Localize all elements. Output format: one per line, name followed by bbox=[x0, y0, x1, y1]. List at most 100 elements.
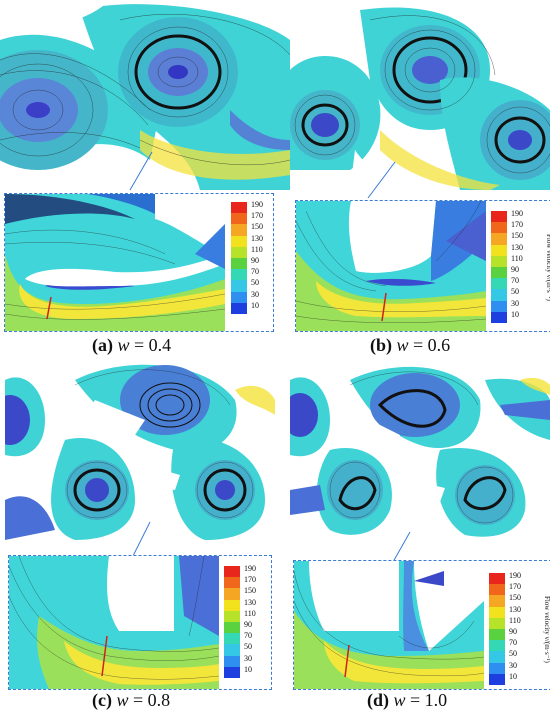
legend-tick-label: 150 bbox=[244, 586, 256, 596]
legend-tick-label: 190 bbox=[244, 564, 256, 573]
legend-swatch bbox=[491, 233, 507, 245]
legend-swatch bbox=[489, 628, 505, 641]
legend-colorbar bbox=[489, 573, 505, 685]
flow-field-d bbox=[290, 360, 550, 550]
legend-tick-label: 90 bbox=[244, 620, 252, 630]
legend-colorbar bbox=[231, 202, 247, 314]
legend-ticks: 190 170 150 130 110 90 70 50 30 10 bbox=[509, 570, 521, 682]
legend-tick-label: 170 bbox=[511, 220, 523, 230]
legend-swatch bbox=[489, 640, 505, 652]
legend-tick-label: 190 bbox=[509, 571, 521, 580]
legend-swatch bbox=[224, 577, 240, 589]
legend-tick-label: 70 bbox=[511, 276, 519, 286]
legend-swatch bbox=[489, 573, 505, 585]
legend-swatch bbox=[491, 300, 507, 312]
legend-tick-label: 30 bbox=[244, 653, 252, 663]
caption-label: (a) bbox=[92, 335, 113, 355]
caption-b: (b) w = 0.6 bbox=[370, 335, 450, 356]
caption-value: = 0.4 bbox=[129, 335, 172, 355]
caption-a: (a) w = 0.4 bbox=[92, 335, 171, 356]
legend-tick-label: 150 bbox=[509, 593, 521, 603]
legend-tick-label: 50 bbox=[511, 287, 519, 297]
legend-swatch bbox=[491, 255, 507, 267]
zoom-connector-b bbox=[367, 161, 396, 199]
zoom-inset-d: 190 170 150 130 110 90 70 50 30 10 Flow velocity … bbox=[293, 560, 550, 690]
legend-swatch bbox=[489, 595, 505, 607]
caption-variable: w bbox=[396, 335, 409, 355]
legend-swatch bbox=[224, 588, 240, 600]
legend-tick-label: 10 bbox=[244, 664, 252, 674]
zoom-connector-d bbox=[392, 531, 411, 563]
legend-colorbar bbox=[491, 211, 507, 323]
legend-tick-label: 150 bbox=[251, 222, 263, 232]
flow-field-a bbox=[0, 0, 290, 190]
legend-tick-label: 110 bbox=[511, 253, 523, 263]
panel-d: 190 170 150 130 110 90 70 50 30 10 Flow velocity … bbox=[275, 360, 550, 713]
legend-ticks: 190 170 150 130 110 90 70 50 30 10 bbox=[251, 199, 263, 311]
legend-tick-label: 90 bbox=[251, 256, 259, 266]
legend-swatch bbox=[224, 655, 240, 667]
legend-tick-label: 170 bbox=[509, 582, 521, 592]
legend-ticks: 190 170 150 130 110 90 70 50 30 10 bbox=[244, 563, 256, 675]
legend-tick-label: 90 bbox=[511, 265, 519, 275]
legend-swatch bbox=[489, 584, 505, 596]
zoom-connector-a bbox=[129, 151, 153, 191]
legend-swatch bbox=[231, 224, 247, 236]
legend-swatch bbox=[231, 213, 247, 225]
legend-swatch bbox=[231, 235, 247, 247]
caption-value: = 0.6 bbox=[408, 335, 451, 355]
legend-swatch bbox=[489, 651, 505, 663]
legend-swatch bbox=[231, 246, 247, 258]
legend-swatch bbox=[491, 289, 507, 301]
legend-title: Flow velocity v/(m·s⁻¹) bbox=[545, 233, 550, 301]
legend-swatch bbox=[491, 211, 507, 223]
caption-value: = 0.8 bbox=[128, 690, 171, 710]
legend-tick-label: 110 bbox=[509, 615, 521, 625]
flow-field-b bbox=[290, 0, 550, 190]
caption-c: (c) w = 0.8 bbox=[92, 690, 170, 711]
velocity-legend-d: 190 170 150 130 110 90 70 50 30 10 Flow velocity … bbox=[489, 570, 550, 688]
caption-value: = 1.0 bbox=[405, 690, 448, 710]
legend-swatch bbox=[491, 311, 507, 323]
legend-swatch bbox=[491, 222, 507, 234]
legend-swatch bbox=[231, 269, 247, 281]
legend-tick-label: 50 bbox=[244, 642, 252, 652]
legend-tick-label: 70 bbox=[244, 631, 252, 641]
legend-swatch bbox=[224, 610, 240, 622]
legend-swatch bbox=[224, 621, 240, 634]
legend-swatch bbox=[231, 302, 247, 314]
legend-tick-label: 30 bbox=[251, 289, 259, 299]
legend-colorbar bbox=[224, 566, 240, 678]
legend-tick-label: 190 bbox=[251, 200, 263, 209]
legend-tick-label: 170 bbox=[244, 575, 256, 585]
legend-swatch bbox=[224, 566, 240, 578]
legend-tick-label: 70 bbox=[251, 267, 259, 277]
legend-tick-label: 130 bbox=[251, 233, 263, 243]
caption-label: (d) bbox=[367, 690, 389, 710]
legend-tick-label: 190 bbox=[511, 209, 523, 218]
legend-tick-label: 90 bbox=[509, 627, 517, 637]
caption-label: (b) bbox=[370, 335, 392, 355]
caption-label: (c) bbox=[92, 690, 112, 710]
legend-swatch bbox=[224, 633, 240, 645]
legend-tick-label: 150 bbox=[511, 231, 523, 241]
legend-swatch bbox=[489, 662, 505, 674]
caption-variable: w bbox=[116, 690, 129, 710]
legend-tick-label: 10 bbox=[511, 309, 519, 319]
legend-tick-label: 130 bbox=[509, 604, 521, 614]
legend-tick-label: 30 bbox=[511, 298, 519, 308]
velocity-legend-b: 190 170 150 130 110 90 70 50 30 10 Flow velocity … bbox=[491, 209, 550, 326]
legend-swatch bbox=[231, 257, 247, 270]
legend-tick-label: 110 bbox=[251, 244, 263, 254]
legend-tick-label: 50 bbox=[251, 278, 259, 288]
legend-title: Flow velocity v/(m·s⁻¹) bbox=[543, 595, 550, 663]
legend-swatch bbox=[491, 266, 507, 279]
legend-tick-label: 110 bbox=[244, 608, 256, 618]
zoom-inset-b: 190 170 150 130 110 90 70 50 30 10 Flow velocity … bbox=[295, 200, 550, 332]
legend-swatch bbox=[489, 617, 505, 629]
